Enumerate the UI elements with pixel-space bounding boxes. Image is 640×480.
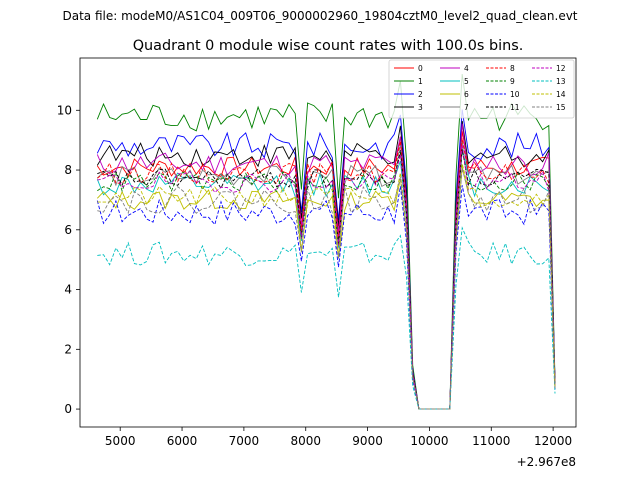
series-line-7	[96, 140, 556, 410]
y-tick-label: 6	[64, 223, 72, 237]
y-axis: 0 2 4 6 8 10	[57, 103, 80, 416]
legend-label-5: 5	[464, 77, 469, 86]
series-line-0	[96, 131, 556, 410]
series-line-6	[96, 166, 556, 410]
legend-frame	[388, 59, 575, 119]
legend-label-3: 3	[418, 103, 423, 112]
x-tick-label: 8000	[290, 434, 321, 448]
legend-label-7: 7	[464, 103, 469, 112]
chart-suptitle: Data file: modeM0/AS1C04_009T06_90000029…	[62, 9, 577, 23]
legend-label-13: 13	[556, 77, 566, 86]
x-tick-label: 10000	[410, 434, 448, 448]
x-tick-label: 9000	[352, 434, 383, 448]
series-line-9	[97, 149, 556, 410]
y-tick-label: 8	[64, 163, 72, 177]
legend-label-6: 6	[464, 90, 469, 99]
x-tick-label: 11000	[472, 434, 510, 448]
chart-title: Quadrant 0 module wise count rates with …	[133, 38, 524, 54]
y-tick-label: 2	[64, 342, 72, 356]
x-tick-label: 6000	[167, 434, 198, 448]
plot-frame	[79, 57, 577, 428]
series-line-12	[97, 144, 556, 410]
legend-label-15: 15	[556, 103, 566, 112]
legend-label-4: 4	[464, 64, 469, 73]
legend-label-2: 2	[418, 90, 423, 99]
x-tick-label: 12000	[534, 434, 572, 448]
legend-label-14: 14	[556, 90, 566, 99]
legend-label-10: 10	[510, 90, 520, 99]
series-line-13	[97, 226, 556, 410]
legend-label-9: 9	[510, 77, 515, 86]
y-tick-label: 0	[64, 402, 72, 416]
series-line-8	[97, 138, 556, 410]
series-line-15	[97, 168, 556, 410]
series-line-3	[96, 120, 556, 410]
legend-label-11: 11	[510, 103, 520, 112]
series-line-4	[96, 123, 556, 410]
y-tick-label: 4	[64, 283, 72, 297]
x-offset-label: +2.967e8	[517, 455, 576, 469]
x-axis: 5000 6000 7000 8000 9000 10000 11000 12000	[105, 427, 572, 448]
legend-label-1: 1	[418, 77, 423, 86]
legend-label-12: 12	[556, 64, 566, 73]
series-line-5	[96, 148, 556, 410]
y-tick-label: 10	[57, 103, 72, 117]
series-line-1	[96, 73, 556, 410]
legend-label-8: 8	[510, 64, 515, 73]
series-line-2	[96, 109, 556, 410]
x-tick-label: 5000	[105, 434, 136, 448]
series-layer	[96, 73, 556, 410]
legend-label-0: 0	[418, 64, 423, 73]
x-tick-label: 7000	[229, 434, 260, 448]
series-line-10	[96, 185, 556, 410]
